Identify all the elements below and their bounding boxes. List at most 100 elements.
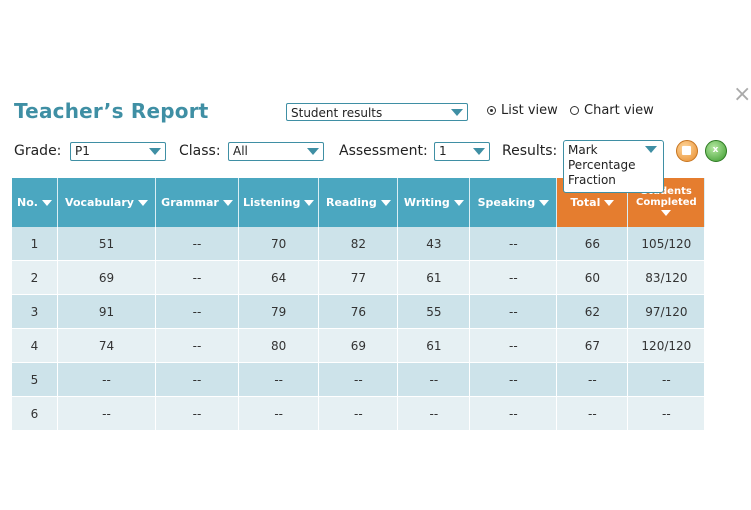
cell-reading: --	[318, 362, 399, 397]
page-title: Teacher’s Report	[14, 99, 209, 123]
cell-speaking: --	[469, 396, 558, 431]
cell-total: --	[556, 396, 629, 431]
cell-reading: 82	[318, 227, 399, 261]
chart-view-radio[interactable]: Chart view	[570, 103, 654, 118]
cell-reading: --	[318, 396, 399, 431]
cell-listening: --	[238, 362, 320, 397]
radio-unselected-icon	[570, 106, 579, 115]
table-row: 5 -- -- -- -- -- -- -- --	[12, 362, 706, 397]
cell-no: 4	[12, 328, 58, 363]
close-icon[interactable]: ×	[733, 82, 751, 107]
cell-grammar: --	[155, 396, 239, 431]
print-icon[interactable]	[676, 140, 698, 162]
cell-writing: --	[397, 362, 471, 397]
grade-value: P1	[75, 144, 90, 158]
cell-no: 3	[12, 294, 58, 329]
column-header-students-completed[interactable]: Students Completed	[627, 178, 706, 227]
cell-listening: 79	[238, 294, 320, 329]
sort-arrow-icon	[661, 210, 672, 216]
cell-students-completed: 97/120	[627, 294, 706, 329]
chevron-down-icon	[645, 146, 657, 153]
sort-arrow-icon	[539, 199, 550, 206]
cell-writing: 61	[397, 328, 471, 363]
cell-students-completed: --	[627, 362, 706, 397]
cell-vocabulary: --	[57, 396, 156, 431]
chart-view-label: Chart view	[584, 103, 654, 118]
class-label: Class:	[179, 143, 221, 159]
column-header-no[interactable]: No.	[12, 178, 58, 227]
cell-vocabulary: 69	[57, 260, 156, 295]
cell-writing: --	[397, 396, 471, 431]
radio-selected-icon	[487, 106, 496, 115]
cell-speaking: --	[469, 227, 558, 261]
cell-reading: 76	[318, 294, 399, 329]
sort-arrow-icon	[137, 199, 148, 206]
cell-students-completed: 83/120	[627, 260, 706, 295]
cell-students-completed: 105/120	[627, 227, 706, 261]
chevron-down-icon	[307, 148, 319, 155]
table-row: 1 51 -- 70 82 43 -- 66 105/120	[12, 227, 706, 261]
cell-vocabulary: 91	[57, 294, 156, 329]
cell-no: 2	[12, 260, 58, 295]
cell-total: 67	[556, 328, 629, 363]
column-header-writing[interactable]: Writing	[397, 178, 471, 227]
results-option-fraction[interactable]: Fraction	[568, 173, 616, 187]
report-table: No. Vocabulary Grammar Listening Reading…	[12, 178, 706, 431]
cell-reading: 69	[318, 328, 399, 363]
assessment-label: Assessment:	[339, 143, 428, 159]
cell-total: 62	[556, 294, 629, 329]
chevron-down-icon	[149, 148, 161, 155]
cell-speaking: --	[469, 362, 558, 397]
cell-vocabulary: --	[57, 362, 156, 397]
sort-arrow-icon	[41, 199, 52, 206]
cell-no: 5	[12, 362, 58, 397]
cell-grammar: --	[155, 328, 239, 363]
assessment-select[interactable]: 1	[434, 142, 490, 161]
excel-export-icon[interactable]: x	[705, 140, 727, 162]
cell-writing: 61	[397, 260, 471, 295]
cell-grammar: --	[155, 260, 239, 295]
cell-vocabulary: 51	[57, 227, 156, 261]
cell-total: 66	[556, 227, 629, 261]
table-row: 3 91 -- 79 76 55 -- 62 97/120	[12, 294, 706, 329]
cell-listening: --	[238, 396, 320, 431]
assessment-value: 1	[439, 144, 447, 158]
column-header-reading[interactable]: Reading	[318, 178, 399, 227]
cell-vocabulary: 74	[57, 328, 156, 363]
column-header-listening[interactable]: Listening	[238, 178, 320, 227]
grade-label: Grade:	[14, 143, 62, 159]
cell-grammar: --	[155, 362, 239, 397]
results-dropdown[interactable]: Mark Percentage Fraction	[563, 140, 664, 193]
cell-students-completed: 120/120	[627, 328, 706, 363]
results-option-percentage[interactable]: Percentage	[568, 158, 636, 172]
class-select[interactable]: All	[228, 142, 324, 161]
column-header-grammar[interactable]: Grammar	[155, 178, 239, 227]
cell-writing: 55	[397, 294, 471, 329]
cell-no: 6	[12, 396, 58, 431]
cell-speaking: --	[469, 260, 558, 295]
sort-arrow-icon	[453, 199, 464, 206]
cell-listening: 64	[238, 260, 320, 295]
column-header-vocabulary[interactable]: Vocabulary	[57, 178, 156, 227]
list-view-radio[interactable]: List view	[487, 103, 558, 118]
cell-writing: 43	[397, 227, 471, 261]
report-type-select[interactable]: Student results	[286, 103, 468, 121]
class-value: All	[233, 144, 248, 158]
cell-speaking: --	[469, 294, 558, 329]
cell-grammar: --	[155, 294, 239, 329]
results-option-mark[interactable]: Mark	[568, 143, 598, 157]
results-label: Results:	[502, 143, 558, 159]
sort-arrow-icon	[222, 199, 233, 206]
cell-reading: 77	[318, 260, 399, 295]
cell-listening: 80	[238, 328, 320, 363]
cell-total: 60	[556, 260, 629, 295]
report-type-value: Student results	[291, 106, 383, 120]
table-row: 6 -- -- -- -- -- -- -- --	[12, 396, 706, 431]
table-row: 4 74 -- 80 69 61 -- 67 120/120	[12, 328, 706, 363]
column-header-speaking[interactable]: Speaking	[469, 178, 558, 227]
chevron-down-icon	[451, 109, 463, 116]
cell-speaking: --	[469, 328, 558, 363]
cell-total: --	[556, 362, 629, 397]
grade-select[interactable]: P1	[70, 142, 166, 161]
table-row: 2 69 -- 64 77 61 -- 60 83/120	[12, 260, 706, 295]
